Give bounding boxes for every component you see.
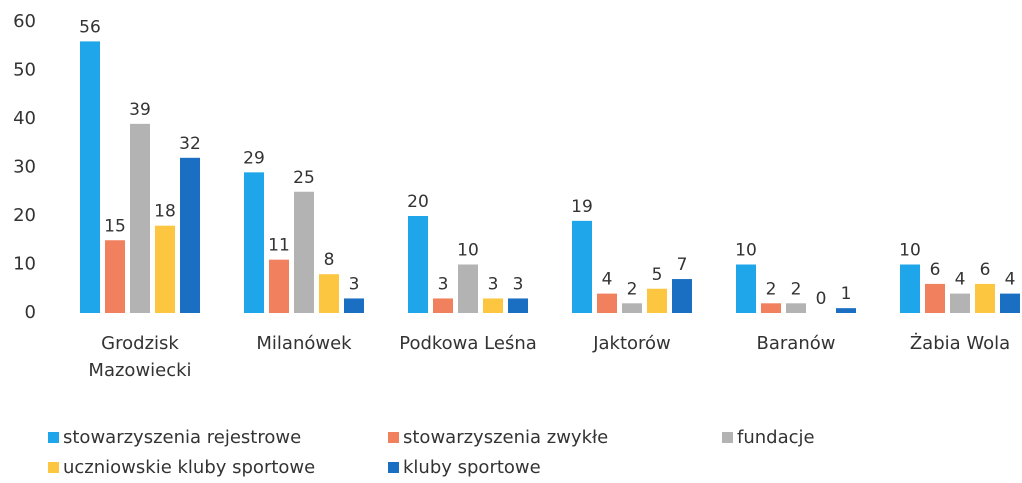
bar (155, 225, 175, 313)
bar (925, 283, 945, 313)
data-label: 8 (324, 250, 335, 270)
data-label: 2 (766, 279, 777, 299)
data-label: 4 (602, 270, 613, 290)
bar (433, 298, 453, 313)
bar (105, 240, 125, 313)
legend-swatch (388, 432, 399, 443)
bar (836, 308, 856, 313)
data-label: 32 (179, 134, 201, 154)
x-tick-label: Podkowa Leśna (399, 333, 537, 354)
bar (344, 298, 364, 313)
bar (294, 191, 314, 313)
data-label: 3 (488, 274, 499, 294)
x-tick-label: Baranów (756, 333, 836, 354)
data-label: 6 (930, 260, 941, 280)
data-label: 10 (457, 241, 479, 261)
y-tick-label: 0 (25, 302, 36, 323)
bar (1000, 293, 1020, 313)
bar (130, 123, 150, 313)
x-tick-label: Grodzisk Mazowiecki (88, 333, 192, 381)
data-label: 56 (79, 17, 101, 37)
bar (572, 220, 592, 313)
bar (647, 288, 667, 313)
data-label: 19 (571, 197, 593, 217)
bar (761, 303, 781, 313)
bar (408, 216, 428, 313)
y-tick-label: 20 (13, 205, 36, 226)
data-label: 3 (438, 274, 449, 294)
bar (672, 279, 692, 313)
bar (975, 283, 995, 313)
bar (597, 293, 617, 313)
legend-label: uczniowskie kluby sportowe (63, 457, 315, 478)
bar (736, 264, 756, 313)
data-label: 39 (129, 100, 151, 120)
y-tick-label: 30 (13, 157, 36, 178)
x-tick-label: Jaktorów (593, 333, 671, 354)
bar (950, 293, 970, 313)
data-label: 2 (791, 279, 802, 299)
data-label: 25 (293, 168, 315, 188)
bar (244, 172, 264, 313)
y-tick-label: 10 (13, 254, 36, 275)
data-label: 0 (816, 289, 827, 309)
bar (508, 298, 528, 313)
data-label: 4 (955, 270, 966, 290)
bar (786, 303, 806, 313)
legend-label: kluby sportowe (403, 457, 541, 478)
data-label: 6 (980, 260, 991, 280)
legend-label: stowarzyszenia zwykłe (403, 427, 608, 448)
data-label: 18 (154, 202, 176, 222)
data-label: 2 (627, 279, 638, 299)
bar (900, 264, 920, 313)
bar (458, 264, 478, 313)
data-label: 10 (735, 241, 757, 261)
bar (269, 259, 289, 313)
legend-swatch (48, 462, 59, 473)
data-label: 20 (407, 192, 429, 212)
y-tick-label: 50 (13, 60, 36, 81)
legend-swatch (388, 462, 399, 473)
x-tick-label: Milanówek (256, 333, 352, 354)
data-label: 1 (841, 284, 852, 304)
data-label: 15 (104, 216, 126, 236)
legend-swatch (722, 432, 733, 443)
legend-label: stowarzyszenia rejestrowe (63, 427, 301, 448)
data-label: 29 (243, 148, 265, 168)
legend-swatch (48, 432, 59, 443)
legend-label: fundacje (737, 427, 815, 448)
bar (80, 41, 100, 314)
bar (622, 303, 642, 313)
bar (483, 298, 503, 313)
data-label: 3 (513, 274, 524, 294)
data-label: 5 (652, 265, 663, 285)
y-tick-label: 40 (13, 108, 36, 129)
data-label: 7 (677, 255, 688, 275)
data-label: 10 (899, 241, 921, 261)
data-label: 4 (1005, 270, 1016, 290)
bar (180, 157, 200, 313)
x-tick-label: Żabia Wola (909, 333, 1011, 354)
data-label: 11 (268, 236, 290, 256)
data-label: 3 (349, 274, 360, 294)
y-tick-label: 60 (13, 11, 36, 32)
bar (319, 274, 339, 313)
